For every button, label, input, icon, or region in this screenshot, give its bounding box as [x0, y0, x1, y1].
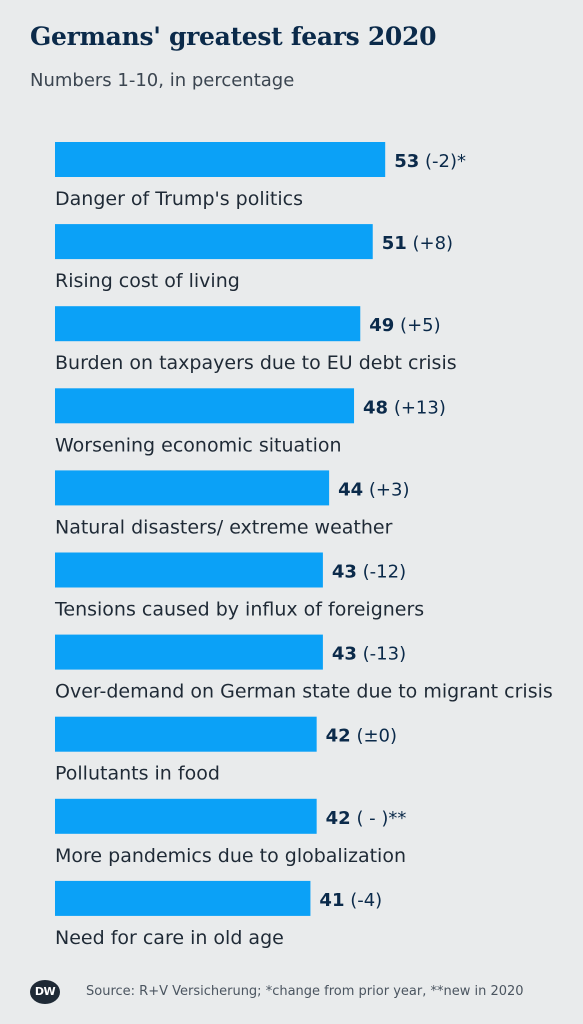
source-note: Source: R+V Versicherung; *change from p… — [86, 984, 524, 999]
value-number: 41 — [319, 890, 344, 911]
value-number: 44 — [338, 479, 363, 500]
value-change: (-2)* — [419, 151, 466, 172]
bar-group-5: 44 (+3) Natural disasters/ extreme weathe… — [55, 470, 409, 538]
value-change: ( - )** — [351, 808, 407, 829]
value-number: 43 — [332, 562, 357, 583]
bar-group-9: 42 ( - )** More pandemics due to globaliz… — [55, 798, 407, 867]
data-label-6: 43 (-12) — [332, 562, 406, 583]
chart-title: Germans' greatest fears 2020 — [30, 22, 437, 51]
bar-3 — [55, 306, 361, 342]
bar-8 — [55, 716, 317, 752]
category-label-3: Burden on taxpayers due to EU debt crisi… — [55, 352, 457, 374]
value-number: 49 — [369, 315, 394, 336]
value-number: 48 — [363, 397, 388, 418]
value-number: 43 — [332, 644, 357, 665]
category-label-7: Over-demand on German state due to migra… — [55, 681, 553, 703]
bar-9 — [55, 798, 317, 834]
category-label-4: Worsening economic situation — [55, 434, 342, 456]
value-change: (+13) — [388, 397, 446, 418]
bar-group-8: 42 (±0) Pollutants in food — [55, 716, 397, 785]
dw-logo: DW — [30, 980, 60, 1004]
bar-group-6: 43 (-12) Tensions caused by influx of for… — [54, 552, 424, 621]
bar-group-3: 49 (+5) Burden on taxpayers due to EU deb… — [55, 306, 457, 374]
category-label-1: Danger of Trump's politics — [55, 188, 303, 210]
data-label-4: 48 (+13) — [363, 397, 446, 418]
value-change: (+5) — [394, 315, 440, 336]
bar-5 — [55, 470, 330, 506]
value-change: (+8) — [407, 233, 453, 254]
category-label-10: Need for care in old age — [55, 927, 284, 949]
value-change: (+3) — [363, 479, 409, 500]
value-number: 51 — [382, 233, 407, 254]
bar-1 — [55, 142, 386, 177]
category-label-6: Tensions caused by influx of foreigners — [54, 599, 424, 621]
category-label-8: Pollutants in food — [55, 763, 220, 785]
bar-group-2: 51 (+8) Rising cost of living — [55, 224, 453, 292]
category-label-2: Rising cost of living — [55, 270, 240, 292]
category-label-5: Natural disasters/ extreme weather — [55, 516, 393, 538]
value-change: (-4) — [344, 890, 382, 911]
data-label-8: 42 (±0) — [326, 726, 397, 747]
category-label-9: More pandemics due to globalization — [55, 845, 406, 867]
value-change: (±0) — [351, 726, 397, 747]
value-number: 42 — [326, 726, 351, 747]
bar-group-10: 41 (-4) Need for care in old age — [55, 880, 382, 949]
bar-group-7: 43 (-13) Over-demand on German state due … — [55, 634, 553, 703]
data-label-3: 49 (+5) — [369, 315, 440, 336]
data-label-9: 42 ( - )** — [326, 808, 407, 829]
data-label-2: 51 (+8) — [382, 233, 453, 254]
chart-subtitle: Numbers 1-10, in percentage — [30, 70, 295, 91]
data-label-1: 53 (-2)* — [394, 151, 466, 172]
bar-2 — [55, 224, 373, 260]
bar-6 — [55, 552, 323, 588]
data-label-7: 43 (-13) — [332, 644, 406, 665]
data-label-5: 44 (+3) — [338, 479, 409, 500]
value-change: (-13) — [357, 644, 406, 665]
bar-10 — [55, 880, 311, 916]
value-number: 53 — [394, 151, 419, 172]
bar-group-4: 48 (+13) Worsening economic situation — [55, 388, 446, 456]
footer: DW Source: R+V Versicherung; *change fro… — [30, 980, 570, 1006]
bar-4 — [55, 388, 355, 424]
bar-7 — [55, 634, 323, 670]
bar-group-1: 53 (-2)* Danger of Trump's politics — [55, 142, 466, 210]
data-label-10: 41 (-4) — [319, 890, 382, 911]
value-number: 42 — [326, 808, 351, 829]
value-change: (-12) — [357, 562, 406, 583]
